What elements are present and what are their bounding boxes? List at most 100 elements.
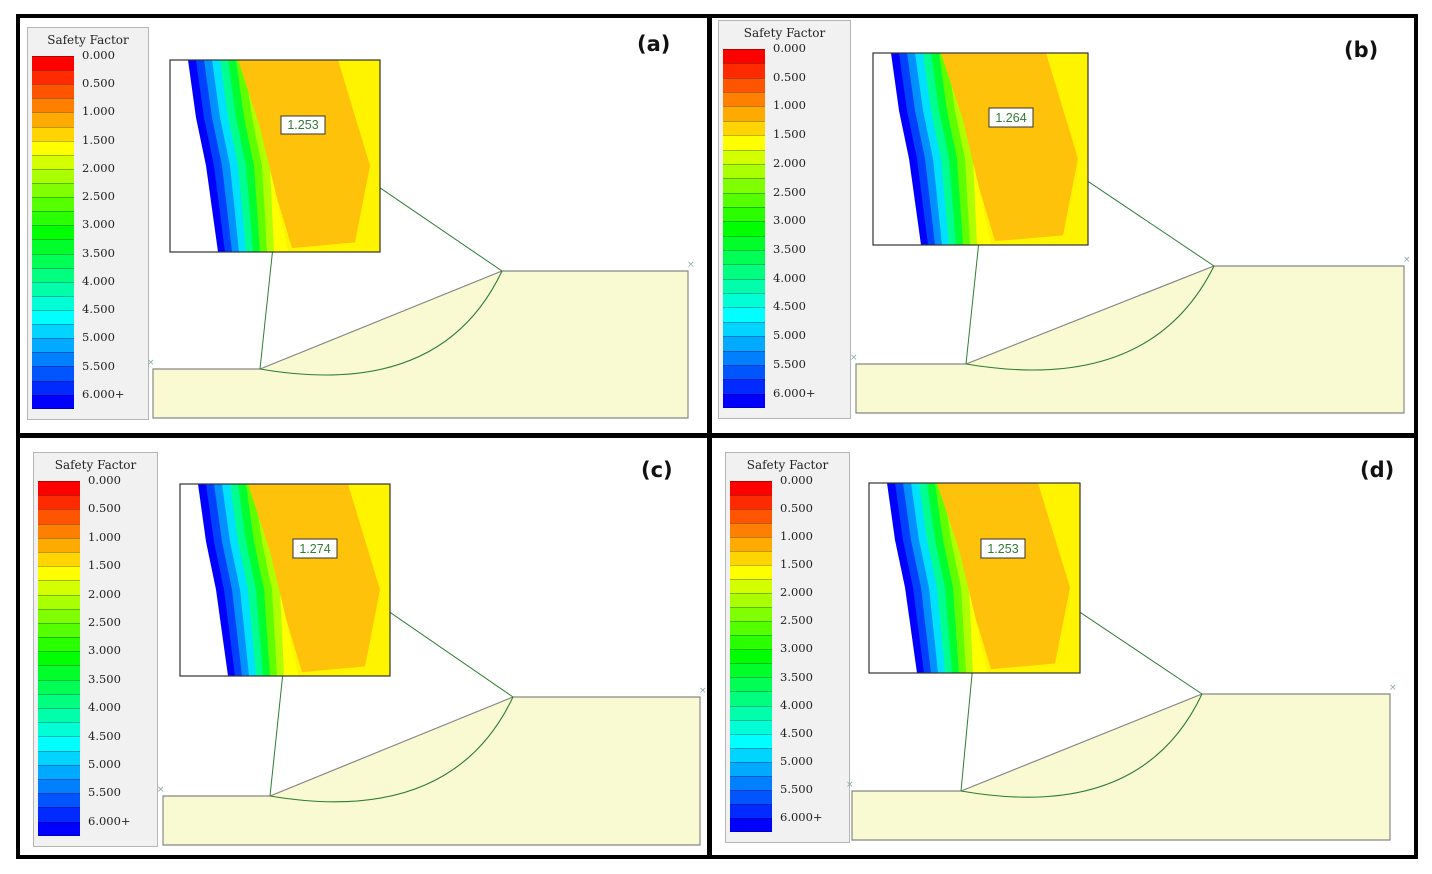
corner-tick: × [846,780,854,790]
legend-swatch [32,366,74,381]
inset-border [872,52,1089,246]
legend-label: 0.500 [88,501,121,516]
legend-label: 5.500 [773,356,806,371]
legend-label: 0.000 [773,41,806,55]
soil-body [855,265,1405,414]
legend-label: 0.000 [82,48,115,62]
slip-surface [960,693,1203,798]
legend-swatch [730,719,772,734]
legend-swatch [38,580,80,595]
legend: Safety Factor 0.000 0.500 1.000 1.500 2.000 2… [725,452,850,843]
legend-swatch [730,579,772,594]
panel-label: (b) [1344,38,1379,62]
legend-swatch [38,708,80,723]
soil-body [152,270,689,419]
legend-swatch [38,509,80,524]
legend-title: Safety Factor [743,26,826,40]
contour-band [941,53,1078,242]
legend-title: Safety Factor [746,458,829,472]
legend-label: 5.500 [780,781,813,796]
legend-label: 1.500 [773,127,806,142]
legend-swatch [32,182,74,198]
legend-swatch [32,253,74,268]
legend-label: 6.000+ [82,386,125,401]
legend-swatch [730,747,772,762]
legend-swatch [730,621,772,636]
corner-tick: × [157,785,165,795]
legend-swatch [730,607,772,622]
corner-tick: × [687,260,695,270]
legend-label: 5.500 [88,785,121,800]
legend-swatch [38,821,80,836]
legend-label: 2.500 [88,615,121,629]
legend-swatch [723,221,765,236]
inset-border [169,59,381,253]
panel-label: (d) [1360,458,1395,482]
legend-swatch [38,622,80,638]
panel-label: (c) [641,458,673,482]
legend-swatch [38,551,80,567]
legend-swatch [730,677,772,692]
legend-swatches [38,481,80,836]
legend-swatch [730,761,772,776]
legend-swatch [38,693,80,708]
legend-swatch [32,225,74,240]
legend-swatch [730,495,772,510]
factor-label: 1.253 [987,542,1018,556]
legend-swatch [723,364,765,380]
legend-label: 3.500 [773,242,806,257]
legend-label: 2.500 [82,189,115,204]
legend-swatch [723,264,765,279]
legend-title: Safety Factor [47,33,129,47]
legend-swatch [730,649,772,664]
legend-swatch [32,324,74,339]
contour-band [937,483,1070,670]
legend-swatch [32,239,74,254]
corner-tick: × [1403,255,1411,265]
legend-swatch [38,523,80,538]
legend-swatch [730,691,772,706]
legend-swatch [32,70,74,85]
factor-box [988,107,1034,128]
panel-b: Safety Factor 0.000 0.500 1.000 1.500 2.000 2… [712,18,1414,433]
panel-c: Safety Factor 0.000 0.500 1.000 1.500 2.000 2… [20,438,707,855]
panel-d: Safety Factor 0.000 0.500 1.000 1.500 2.000 2… [712,438,1414,855]
legend-swatch [38,594,80,609]
legend-swatch [723,235,765,251]
legend-label: 0.500 [773,69,806,84]
legend-swatch [723,63,765,78]
legend-swatch [32,84,74,99]
legend-label: 3.500 [88,671,121,686]
contour-inset [873,53,1088,245]
legend-swatch [32,154,74,169]
factor-box [280,115,326,135]
legend-swatches [723,49,765,408]
legend-label: 3.000 [88,643,121,658]
legend-swatch [32,211,74,226]
legend-label: 1.000 [82,104,115,119]
legend-swatch [38,807,80,822]
legend-label: 4.000 [773,270,806,285]
legend-swatch [32,98,74,113]
legend-label: 1.000 [88,529,121,544]
contour-inset [180,484,390,676]
panel-label: (a) [637,32,671,56]
slip-surface [259,270,503,376]
legend-label: 1.000 [780,529,813,544]
legend-label: 4.500 [780,725,813,740]
factor-label: 1.264 [995,111,1026,125]
legend-label: 5.000 [780,753,813,768]
legend-label: 5.500 [82,358,115,373]
legend-swatch [723,307,765,322]
legend-swatch [38,665,80,680]
legend-swatch [723,206,765,222]
legend-swatch [38,537,80,552]
legend-swatch [730,481,772,496]
slip-surface [965,265,1215,371]
legend-swatch [723,336,765,351]
contour-inset [170,60,380,252]
legend-label: 6.000+ [88,813,131,828]
slip-surface [269,696,514,803]
legend-swatch [38,736,80,751]
factor-label: 1.253 [287,118,318,132]
